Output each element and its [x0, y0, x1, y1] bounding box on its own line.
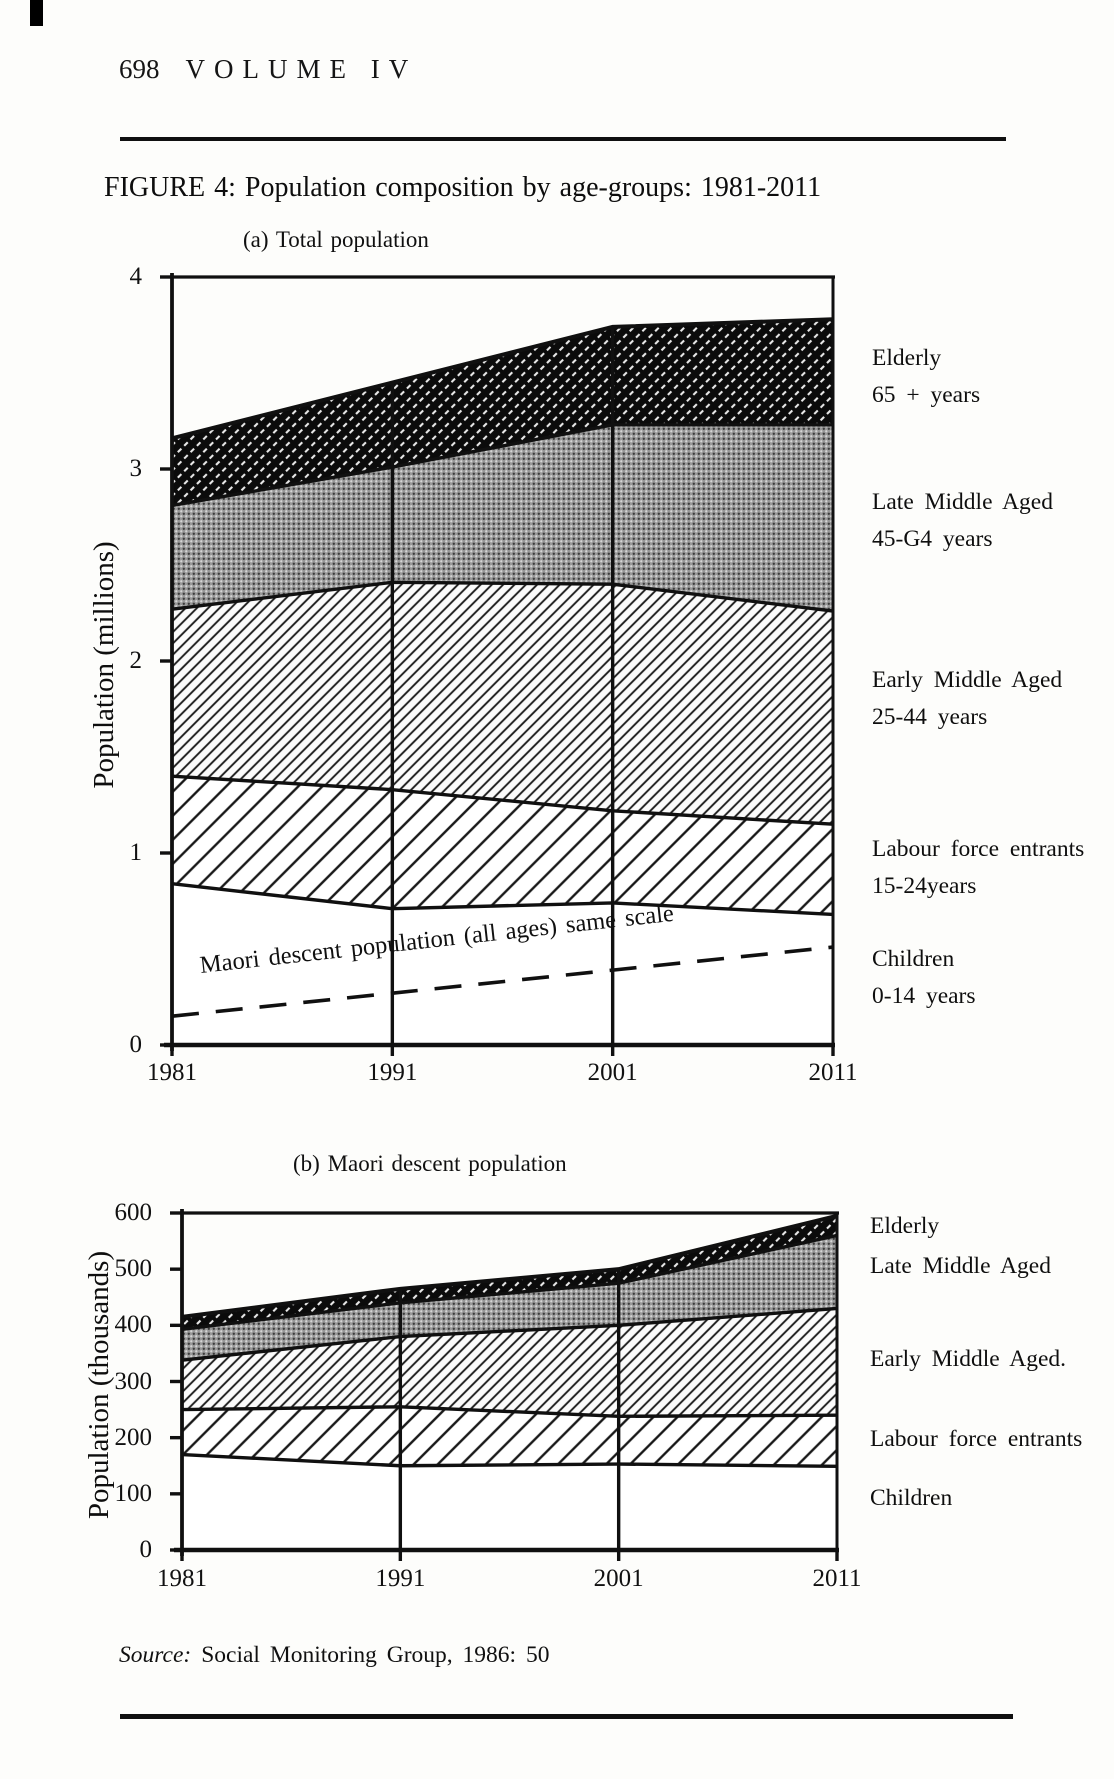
band-early-middle-aged — [182, 1308, 837, 1417]
boundary-line — [171, 423, 833, 508]
legend-a-entry: Early Middle Aged — [872, 667, 1063, 693]
x-tick-label: 2011 — [808, 1059, 858, 1086]
y-tick-label: 1 — [129, 839, 143, 866]
legend-a-entry: 15-24years — [872, 873, 977, 899]
x-tick-label: 1991 — [375, 1565, 426, 1592]
legend-b-entry: Late Middle Aged — [870, 1253, 1051, 1279]
legend-a-entry: Late Middle Aged — [872, 489, 1053, 515]
boundary-line — [171, 580, 834, 613]
y-tick-label: 500 — [114, 1255, 153, 1283]
legend-b-entry: Children — [870, 1485, 953, 1511]
band-elderly-65-years — [172, 319, 833, 506]
legend-a-entry: 45-G4 years — [872, 526, 993, 552]
source-line: Source: Social Monitoring Group, 1986: 50 — [119, 1642, 549, 1669]
legend-a-entry: 0-14 years — [872, 983, 976, 1009]
legend-a-entry: Children — [872, 946, 955, 972]
band-labour-force-entrants — [182, 1406, 837, 1467]
top-rule — [120, 137, 1006, 141]
y-tick-label: 600 — [114, 1199, 153, 1226]
y-tick-label: 4 — [129, 263, 143, 290]
y-tick-label: 200 — [114, 1423, 153, 1451]
chart-a-title: (a) Total population — [243, 227, 429, 252]
x-tick-label: 2001 — [587, 1059, 638, 1086]
chart-a-plot — [160, 273, 835, 1056]
source-label: Source: — [119, 1642, 192, 1668]
page-number: 698 — [119, 54, 160, 84]
y-tick-label: 100 — [114, 1479, 153, 1507]
x-tick-label: 2001 — [593, 1565, 644, 1592]
x-tick-label: 2011 — [812, 1565, 862, 1592]
x-tick-label: 1991 — [367, 1059, 418, 1086]
legend-b-entry: Labour force entrants — [870, 1426, 1083, 1452]
figure-title: FIGURE 4: Population composition by age-… — [104, 172, 822, 203]
x-tick-label: 1981 — [147, 1059, 197, 1086]
legend-b-entry: Early Middle Aged. — [870, 1346, 1067, 1372]
source-text: Social Monitoring Group, 1986: 50 — [201, 1642, 550, 1668]
band-labour-force-entrants-15-24-years — [172, 776, 833, 915]
boundary-line — [181, 1233, 838, 1331]
band-early-middle-aged-25-44-years — [172, 582, 833, 825]
maori-dashed-line — [171, 945, 834, 1018]
bottom-rule — [120, 1714, 1013, 1719]
y-tick-label: 0 — [129, 1031, 143, 1058]
legend-b-entry: Elderly — [870, 1213, 940, 1239]
x-tick-label: 1981 — [157, 1565, 207, 1592]
band-children — [182, 1454, 837, 1550]
legend-a-entry: 65 + years — [872, 382, 981, 408]
boundary-line — [171, 317, 834, 441]
boundary-line — [181, 1405, 838, 1419]
scan-artifact — [30, 0, 43, 26]
y-tick-label: 0 — [139, 1536, 153, 1563]
boundary-line — [181, 1452, 838, 1469]
legend-a-entry: Elderly — [872, 345, 942, 371]
y-tick-label: 3 — [129, 455, 143, 482]
chart-b-plot — [170, 1209, 839, 1561]
band-late-middle-aged — [182, 1235, 837, 1361]
chart-b-title: (b) Maori descent population — [293, 1151, 567, 1176]
y-tick-label: 300 — [114, 1367, 153, 1395]
boundary-line — [181, 1306, 838, 1362]
legend-a-entry: Labour force entrants — [872, 836, 1085, 862]
legend-a-entry: 25-44 years — [872, 704, 988, 730]
y-tick-label: 400 — [114, 1311, 153, 1339]
y-tick-label: 2 — [129, 647, 143, 674]
band-late-middle-aged-45-64-years — [172, 424, 833, 612]
band-children-0-14-years — [172, 883, 833, 1045]
boundary-line — [171, 774, 834, 826]
band-elderly — [182, 1215, 837, 1330]
boundary-line — [171, 882, 834, 917]
boundary-line — [181, 1213, 838, 1319]
volume-label: VOLUME IV — [185, 54, 418, 84]
page-header: 698 VOLUME IV — [119, 54, 417, 85]
